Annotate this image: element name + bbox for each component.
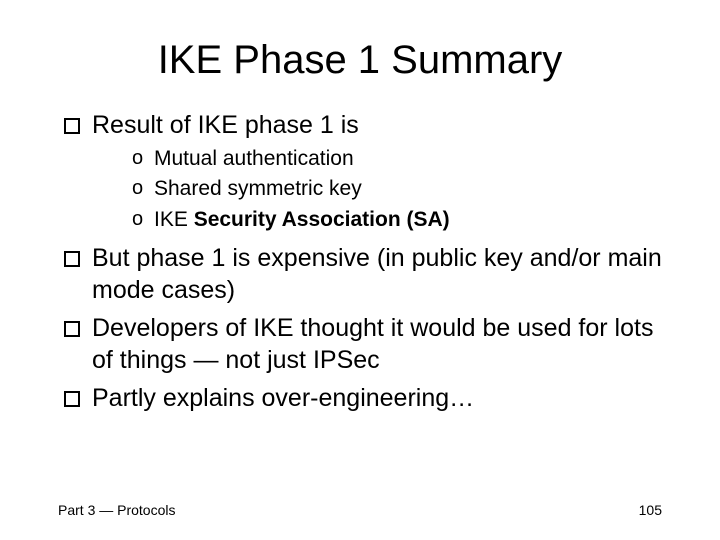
sub-bullet-list: Mutual authentication Shared symmetric k… xyxy=(92,145,670,234)
bullet-text: Developers of IKE thought it would be us… xyxy=(92,314,653,374)
slide-footer: Part 3 — Protocols 105 xyxy=(58,502,662,518)
sub-bullet-text: Mutual authentication xyxy=(154,147,354,170)
bullet-item: But phase 1 is expensive (in public key … xyxy=(62,242,670,306)
sub-bullet-item: Mutual authentication xyxy=(132,145,670,173)
sub-bullet-prefix: IKE xyxy=(154,208,194,231)
bullet-item: Partly explains over-engineering… xyxy=(62,382,670,414)
bullet-item: Developers of IKE thought it would be us… xyxy=(62,312,670,376)
bullet-item: Result of IKE phase 1 is Mutual authenti… xyxy=(62,109,670,234)
footer-page-number: 105 xyxy=(639,502,662,518)
footer-left: Part 3 — Protocols xyxy=(58,502,176,518)
sub-bullet-text: Shared symmetric key xyxy=(154,177,362,200)
bullet-text: Partly explains over-engineering… xyxy=(92,384,474,412)
sub-bullet-bold: Security Association (SA) xyxy=(194,208,450,231)
bullet-list: Result of IKE phase 1 is Mutual authenti… xyxy=(50,109,670,414)
slide: IKE Phase 1 Summary Result of IKE phase … xyxy=(0,0,720,540)
sub-bullet-item: IKE Security Association (SA) xyxy=(132,206,670,234)
bullet-text: But phase 1 is expensive (in public key … xyxy=(92,244,662,304)
sub-bullet-item: Shared symmetric key xyxy=(132,175,670,203)
bullet-text: Result of IKE phase 1 is xyxy=(92,111,359,139)
slide-title: IKE Phase 1 Summary xyxy=(50,38,670,83)
